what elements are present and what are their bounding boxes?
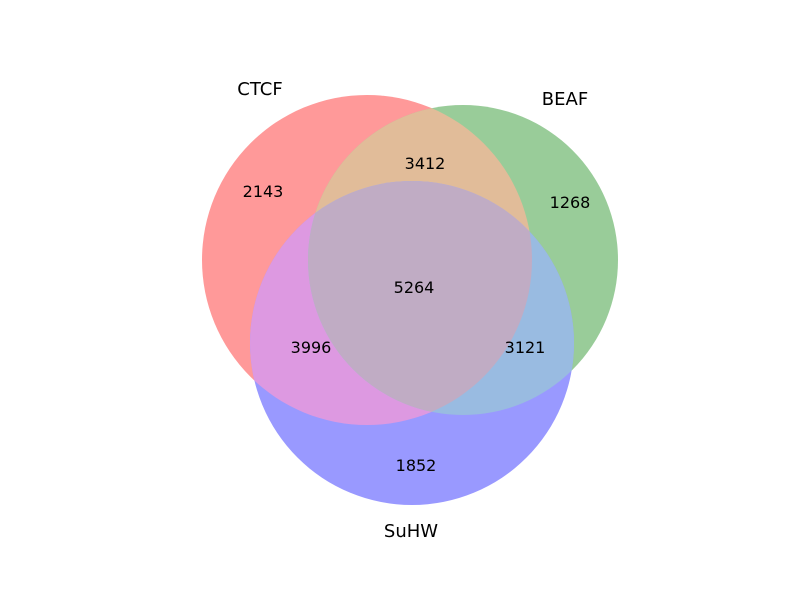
- set-label-suhw: SuHW: [384, 521, 438, 542]
- region-count-suhw-only: 1852: [396, 456, 437, 475]
- region-count-beaf-suhw: 3121: [505, 338, 546, 357]
- set-label-beaf: BEAF: [542, 89, 588, 110]
- region-count-ctcf-only: 2143: [243, 182, 284, 201]
- set-label-ctcf: CTCF: [237, 79, 282, 100]
- region-count-ctcf-beaf: 3412: [405, 154, 446, 173]
- region-count-all-three: 5264: [394, 278, 435, 297]
- overlap-all-three: [308, 181, 532, 415]
- region-count-beaf-only: 1268: [550, 193, 591, 212]
- region-count-ctcf-suhw: 3996: [291, 338, 332, 357]
